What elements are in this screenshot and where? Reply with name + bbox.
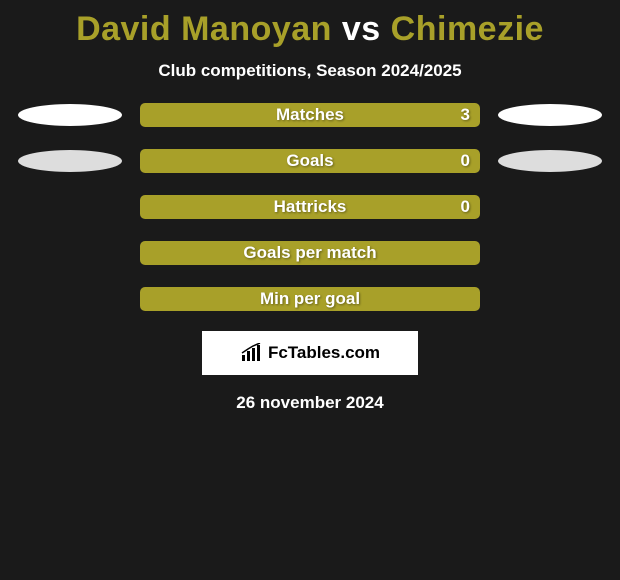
stat-value: 0 [461,197,470,217]
stat-bar: Matches 3 [140,103,480,127]
stat-row: Min per goal [0,287,620,311]
stat-bar: Min per goal [140,287,480,311]
stat-bar: Goals 0 [140,149,480,173]
date-label: 26 november 2024 [0,393,620,413]
ellipse-left-icon [18,104,122,126]
infographic-root: David Manoyan vs Chimezie Club competiti… [0,0,620,580]
stat-rows: Matches 3 Goals 0 Hattricks 0 Goals [0,103,620,311]
title-vs: vs [332,10,391,48]
subtitle: Club competitions, Season 2024/2025 [0,61,620,81]
stat-row: Matches 3 [0,103,620,127]
ellipse-left-icon [18,150,122,172]
stat-row: Hattricks 0 [0,195,620,219]
stat-label: Goals [286,151,333,171]
stat-value: 0 [461,151,470,171]
stat-label: Min per goal [260,289,360,309]
title-player-left: David Manoyan [76,10,332,48]
stat-row: Goals per match [0,241,620,265]
chart-icon [240,343,262,363]
title-player-right: Chimezie [391,10,544,48]
stat-value: 3 [461,105,470,125]
logo-box: FcTables.com [202,331,418,375]
page-title: David Manoyan vs Chimezie [0,0,620,49]
stat-bar: Hattricks 0 [140,195,480,219]
logo-text: FcTables.com [268,343,380,363]
ellipse-right-icon [498,104,602,126]
stat-row: Goals 0 [0,149,620,173]
ellipse-right-icon [498,150,602,172]
stat-label: Matches [276,105,344,125]
stat-bar: Goals per match [140,241,480,265]
stat-label: Hattricks [274,197,347,217]
stat-label: Goals per match [243,243,376,263]
